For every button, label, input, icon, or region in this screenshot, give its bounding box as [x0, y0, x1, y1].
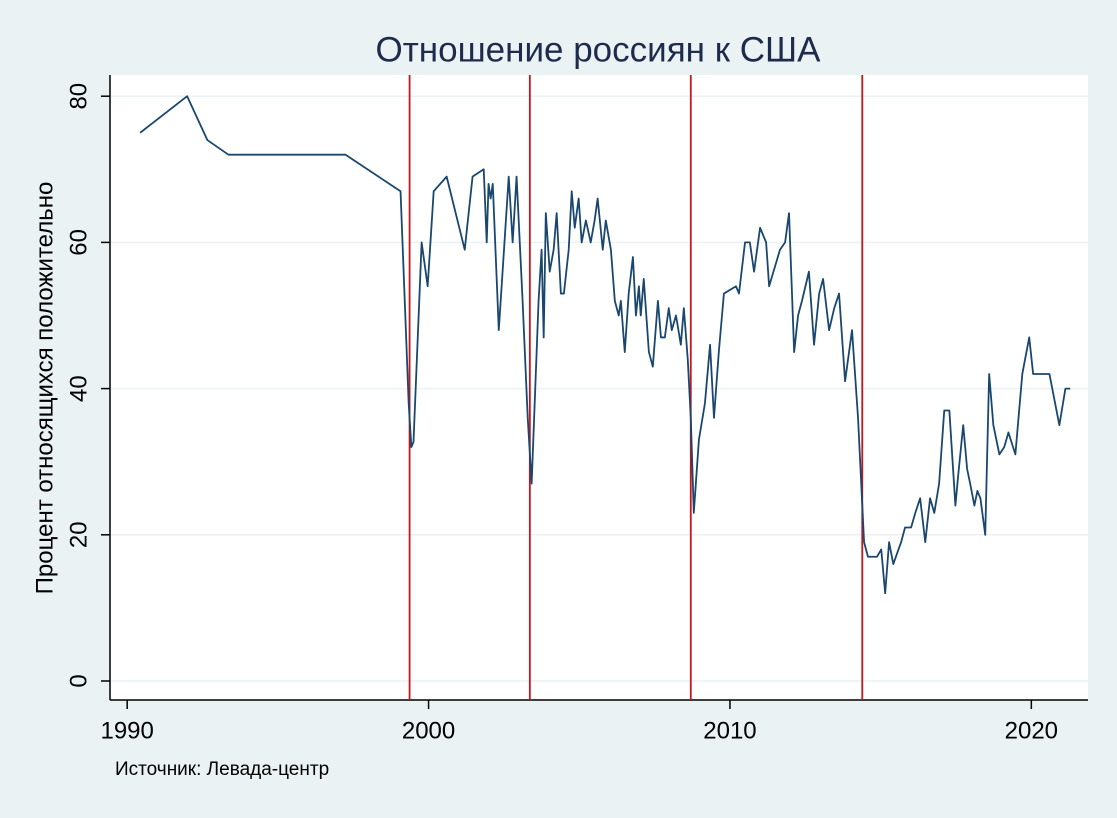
x-tick-label: 2020 — [1005, 717, 1058, 744]
y-tick-label: 60 — [65, 229, 92, 256]
y-tick-label: 40 — [65, 375, 92, 402]
data-line — [139, 95, 1071, 595]
y-tick-label: 80 — [65, 83, 92, 110]
source-note: Источник: Левада-центр — [115, 759, 329, 780]
x-tick-label: 2010 — [703, 717, 756, 744]
chart-title: Отношение россиян к США — [376, 30, 822, 69]
plot-area — [110, 75, 1088, 700]
x-tick-label: 2000 — [402, 717, 455, 744]
y-tick-label: 0 — [65, 674, 92, 687]
y-tick-label: 20 — [65, 521, 92, 548]
y-axis-label: Процент относящихся положительно — [31, 182, 58, 595]
x-tick-label: 1990 — [100, 717, 153, 744]
